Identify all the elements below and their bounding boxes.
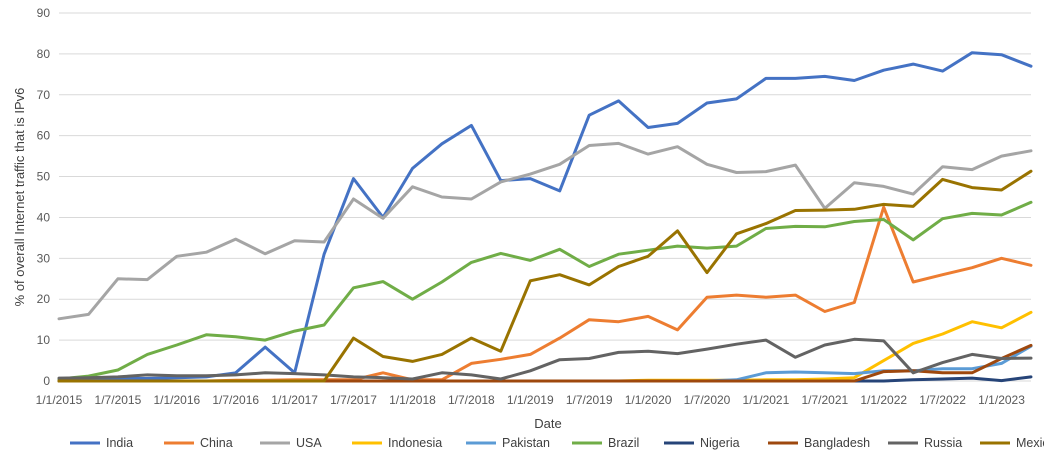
y-tick-label: 10 [37,333,51,347]
legend-item-indonesia: Indonesia [352,436,442,450]
legend-item-bangladesh: Bangladesh [768,436,870,450]
legend-label: Nigeria [700,436,740,450]
y-tick-label: 60 [37,129,51,143]
x-tick-label: 1/1/2015 [36,393,83,407]
gridlines [59,12,1031,382]
x-tick-label: 1/1/2016 [153,393,200,407]
x-tick-label: 1/1/2022 [860,393,907,407]
series-line-usa [57,141,1033,321]
legend-item-usa: USA [260,436,322,450]
legend-label: Bangladesh [804,436,870,450]
x-tick-label: 1/7/2015 [95,393,142,407]
series-line-mexico [57,169,1033,383]
legend-label: Mexico [1016,436,1044,450]
legend-label: China [200,436,233,450]
y-tick-label: 50 [37,170,51,184]
x-tick-label: 1/7/2020 [684,393,731,407]
legend: India China USA Indonesia Pakistan Brazil Nige… [70,436,1044,450]
legend-item-nigeria: Nigeria [664,436,740,450]
legend-item-mexico: Mexico [980,436,1044,450]
legend-label: Pakistan [502,436,550,450]
x-tick-label: 1/1/2020 [625,393,672,407]
x-tick-label: 1/1/2019 [507,393,554,407]
x-tick-label: 1/7/2021 [801,393,848,407]
series-line-china [57,205,1033,383]
y-tick-label: 0 [43,374,50,388]
x-tick-label: 1/1/2017 [271,393,318,407]
legend-label: USA [296,436,322,450]
legend-label: Brazil [608,436,639,450]
legend-item-brazil: Brazil [572,436,639,450]
legend-item-china: China [164,436,233,450]
y-tick-label: 30 [37,251,51,265]
legend-label: India [106,436,133,450]
y-tick-label: 90 [37,6,51,20]
series-lines [57,51,1033,383]
x-tick-label: 1/7/2022 [919,393,966,407]
x-tick-label: 1/1/2023 [978,393,1025,407]
y-tick-label: 70 [37,88,51,102]
x-axis-ticks: 1/1/2015 1/7/2015 1/1/2016 1/7/2016 1/1/2017… [36,393,1026,407]
y-axis-ticks: 0 10 20 30 40 50 60 70 80 90 [37,6,51,388]
x-tick-label: 1/7/2019 [566,393,613,407]
y-axis-title: % of overall Internet traffic that is IP… [12,88,27,307]
legend-label: Russia [924,436,962,450]
x-tick-label: 1/7/2018 [448,393,495,407]
legend-label: Indonesia [388,436,442,450]
series-line-russia [57,337,1033,381]
legend-item-russia: Russia [888,436,962,450]
x-tick-label: 1/1/2021 [743,393,790,407]
legend-item-india: India [70,436,133,450]
series-line-brazil [57,200,1033,381]
legend-item-pakistan: Pakistan [466,436,550,450]
x-tick-label: 1/7/2016 [212,393,259,407]
x-axis-title: Date [534,416,561,431]
y-tick-label: 80 [37,47,51,61]
y-tick-label: 40 [37,210,51,224]
x-tick-label: 1/1/2018 [389,393,436,407]
series-line-india [57,51,1033,382]
y-tick-label: 20 [37,292,51,306]
x-tick-label: 1/7/2017 [330,393,377,407]
